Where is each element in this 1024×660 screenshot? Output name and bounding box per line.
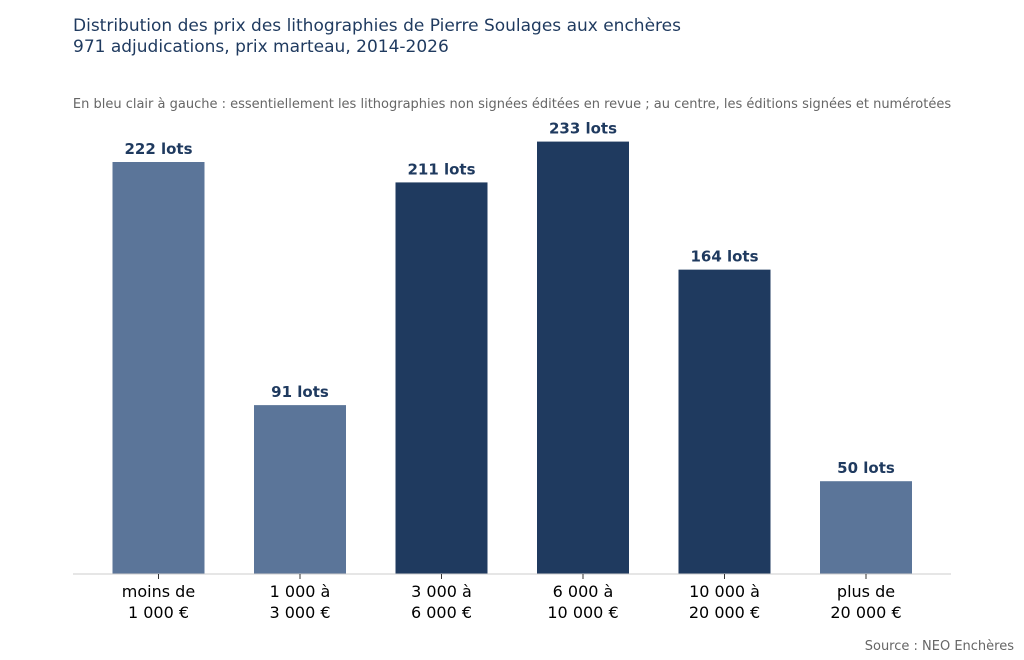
x-tick-label-4-1: 20 000 € <box>689 603 760 622</box>
chart-title: Distribution des prix des lithographies … <box>73 16 681 58</box>
bar-value-label-4: 164 lots <box>690 248 758 266</box>
x-tick-label-0-1: 1 000 € <box>128 603 189 622</box>
bar-value-label-2: 211 lots <box>407 160 475 178</box>
bars-group: 222 lots 91 lots 211 lots 233 lots 164 lots 5… <box>112 120 912 575</box>
bar-5 <box>820 481 912 574</box>
bar-value-label-3: 233 lots <box>549 120 617 138</box>
x-tick-label-3-1: 10 000 € <box>547 603 618 622</box>
bar-0 <box>112 162 205 574</box>
chart-title-line-2: 971 adjudications, prix marteau, 2014-20… <box>73 37 449 57</box>
bar-value-label-0: 222 lots <box>124 140 192 158</box>
x-ticks-group: moins de 1 000 € 1 000 à 3 000 € 3 000 à 6 00… <box>122 574 902 622</box>
x-tick-label-1-0: 1 000 à <box>270 582 331 601</box>
bar-3 <box>537 141 629 575</box>
chart-annotation: En bleu clair à gauche : essentiellement… <box>72 97 952 112</box>
x-tick-label-3-0: 6 000 à <box>553 582 614 601</box>
bar-value-label-5: 50 lots <box>837 459 895 477</box>
bar-1 <box>254 405 346 574</box>
bar-2 <box>395 182 488 574</box>
x-tick-label-2-0: 3 000 à <box>411 582 472 601</box>
x-tick-label-5-0: plus de <box>837 582 895 601</box>
x-tick-label-0-0: moins de <box>122 582 195 601</box>
chart-title-line-1: Distribution des prix des lithographies … <box>73 16 681 36</box>
bar-4 <box>678 269 771 574</box>
x-tick-label-1-1: 3 000 € <box>269 603 330 622</box>
x-tick-label-2-1: 6 000 € <box>411 603 472 622</box>
x-tick-label-5-1: 20 000 € <box>830 603 901 622</box>
bar-value-label-1: 91 lots <box>271 383 329 401</box>
source-note: Source : NEO Enchères <box>864 639 1014 654</box>
x-tick-label-4-0: 10 000 à <box>689 582 760 601</box>
